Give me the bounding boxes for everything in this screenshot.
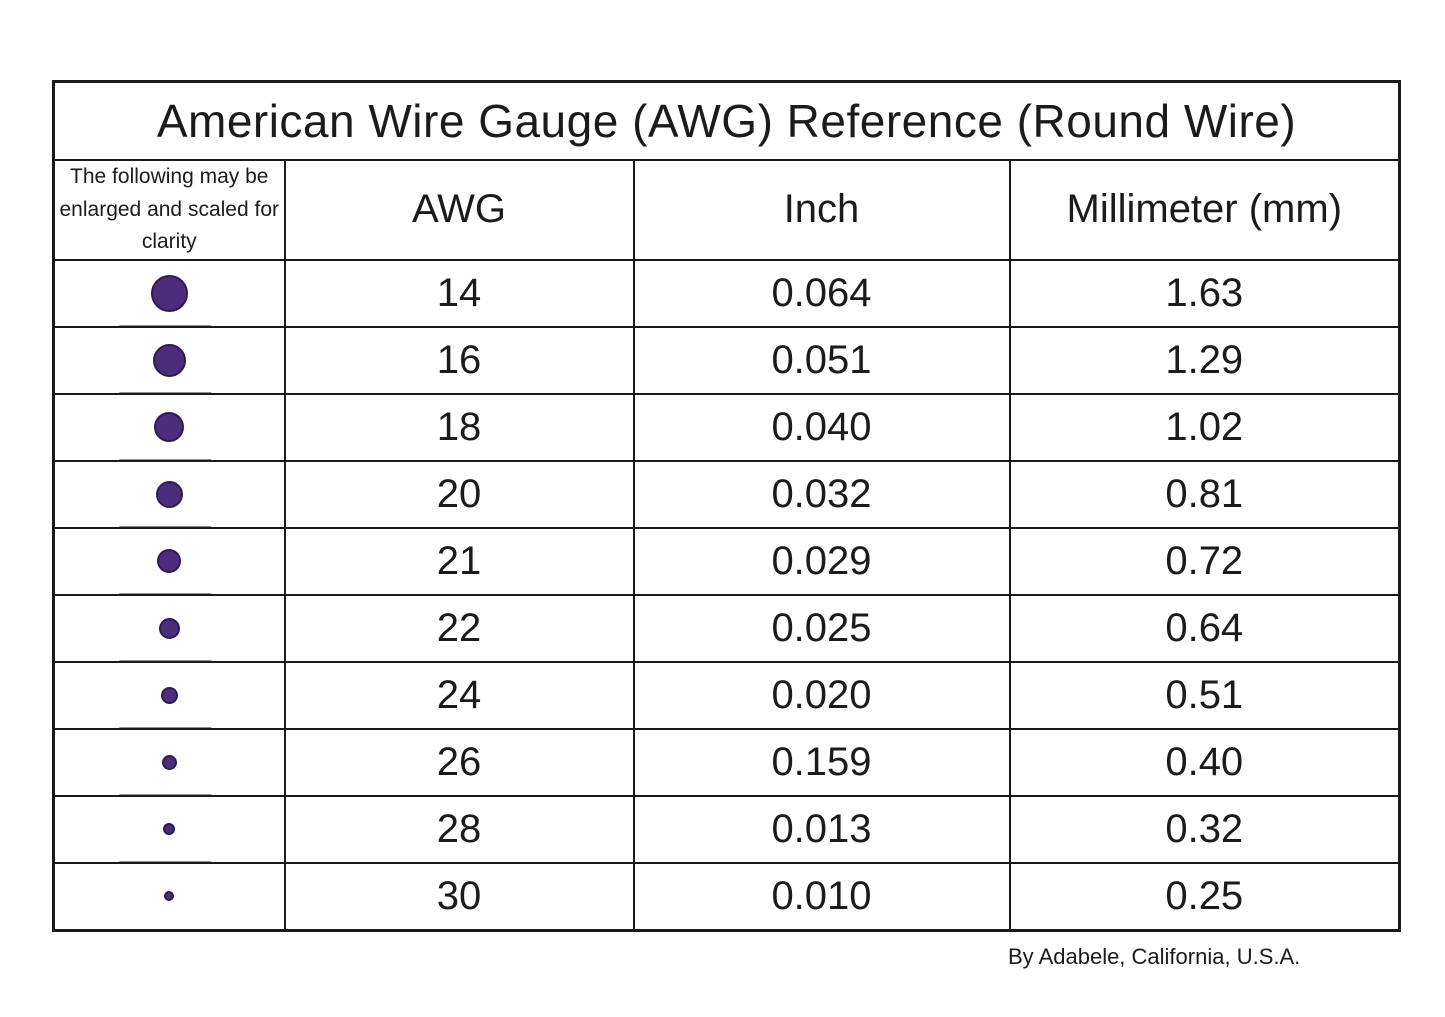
wire-dot-cell <box>52 660 286 730</box>
mm-value: 0.25 <box>1008 861 1401 932</box>
table-row-awg-20: 20 0.032 0.81 <box>52 459 1401 529</box>
awg-value: 18 <box>283 392 635 462</box>
column-header-awg: AWG <box>283 159 635 261</box>
header-row: The following may be enlarged and scaled… <box>52 159 1401 261</box>
wire-size-dot <box>154 412 185 443</box>
table-row-awg-16: 16 0.051 1.29 <box>52 325 1401 395</box>
credit-text: By Adabele, California, U.S.A. <box>1008 944 1301 969</box>
mm-value: 0.32 <box>1008 794 1401 864</box>
inch-value: 0.025 <box>632 593 1011 663</box>
wire-size-dot <box>161 754 177 770</box>
awg-value: 30 <box>283 861 635 932</box>
wire-size-dot <box>158 617 180 639</box>
mm-value: 1.29 <box>1008 325 1401 395</box>
table-row-awg-18: 18 0.040 1.02 <box>52 392 1401 462</box>
wire-dot-cell <box>52 861 286 932</box>
wire-dot-cell <box>52 459 286 529</box>
table-row-awg-22: 22 0.025 0.64 <box>52 593 1401 663</box>
wire-size-dot <box>164 891 175 902</box>
mm-value: 0.40 <box>1008 727 1401 797</box>
inch-value: 0.064 <box>632 258 1011 328</box>
wire-size-dot <box>150 274 188 312</box>
wire-size-dot <box>157 549 182 574</box>
table-row-awg-28: 28 0.013 0.32 <box>52 794 1401 864</box>
inch-value: 0.029 <box>632 526 1011 596</box>
inch-value: 0.159 <box>632 727 1011 797</box>
table-row-awg-14: 14 0.064 1.63 <box>52 258 1401 328</box>
awg-reference-table: American Wire Gauge (AWG) Reference (Rou… <box>52 80 1402 932</box>
awg-reference-table-wrap: American Wire Gauge (AWG) Reference (Rou… <box>52 80 1402 932</box>
inch-value: 0.040 <box>632 392 1011 462</box>
table-row-awg-24: 24 0.020 0.51 <box>52 660 1401 730</box>
wire-dot-cell <box>52 593 286 663</box>
inch-value: 0.032 <box>632 459 1011 529</box>
inch-value: 0.051 <box>632 325 1011 395</box>
mm-value: 0.51 <box>1008 660 1401 730</box>
scale-note: The following may be enlarged and scaled… <box>52 159 286 261</box>
mm-value: 1.02 <box>1008 392 1401 462</box>
mm-value: 0.72 <box>1008 526 1401 596</box>
title-row: American Wire Gauge (AWG) Reference (Rou… <box>52 80 1401 161</box>
wire-dot-cell <box>52 526 286 596</box>
mm-value: 1.63 <box>1008 258 1401 328</box>
mm-value: 0.81 <box>1008 459 1401 529</box>
awg-value: 22 <box>283 593 635 663</box>
inch-value: 0.010 <box>632 861 1011 932</box>
wire-dot-cell <box>52 392 286 462</box>
awg-value: 28 <box>283 794 635 864</box>
table-row-awg-21: 21 0.029 0.72 <box>52 526 1401 596</box>
mm-value: 0.64 <box>1008 593 1401 663</box>
awg-value: 26 <box>283 727 635 797</box>
wire-size-dot <box>152 343 186 377</box>
wire-size-dot <box>160 686 178 704</box>
wire-size-dot <box>155 480 183 508</box>
inch-value: 0.013 <box>632 794 1011 864</box>
column-header-inch: Inch <box>632 159 1011 261</box>
table-row-awg-30: 30 0.010 0.25 <box>52 861 1401 932</box>
table-title: American Wire Gauge (AWG) Reference (Rou… <box>52 80 1401 161</box>
wire-dot-cell <box>52 258 286 328</box>
awg-value: 16 <box>283 325 635 395</box>
inch-value: 0.020 <box>632 660 1011 730</box>
wire-dot-cell <box>52 325 286 395</box>
awg-value: 14 <box>283 258 635 328</box>
table-row-awg-26: 26 0.159 0.40 <box>52 727 1401 797</box>
wire-size-dot <box>163 823 176 836</box>
awg-value: 21 <box>283 526 635 596</box>
awg-value: 24 <box>283 660 635 730</box>
wire-dot-cell <box>52 727 286 797</box>
column-header-millimeter: Millimeter (mm) <box>1008 159 1401 261</box>
awg-value: 20 <box>283 459 635 529</box>
wire-dot-cell <box>52 794 286 864</box>
